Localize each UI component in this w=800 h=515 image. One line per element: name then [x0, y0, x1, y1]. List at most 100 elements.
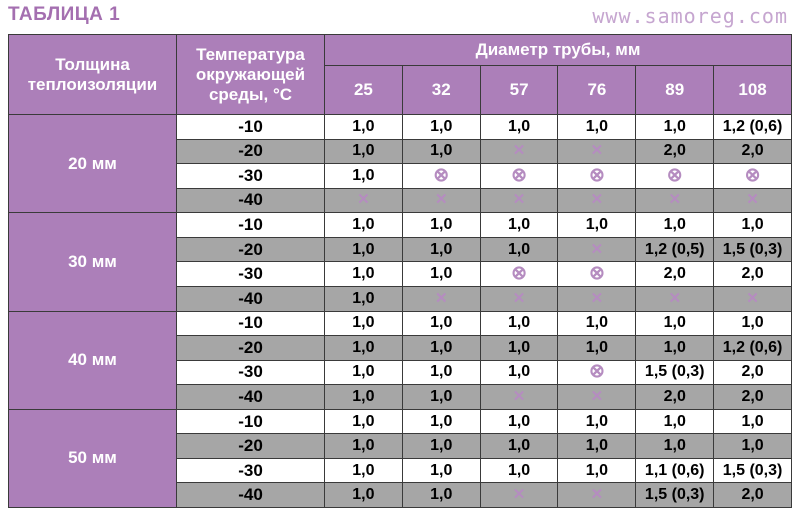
not-allowed-cell: ⊗ — [557, 359, 637, 386]
value-cell: 1,0 — [479, 457, 559, 484]
value-cell: 2,0 — [713, 261, 792, 287]
temperature-cell: -30 — [176, 359, 325, 386]
circled-cross-icon: ⊗ — [511, 263, 528, 285]
value-cell: 1,0 — [324, 384, 403, 410]
temperature-cell: -10 — [176, 114, 325, 140]
not-allowed-cell: ✕ — [324, 187, 403, 214]
value-cell: 1,0 — [324, 138, 403, 165]
value-cell: 1,0 — [557, 457, 637, 484]
value-cell: 2,0 — [713, 482, 792, 508]
thickness-cell: 40 мм — [8, 310, 177, 410]
value-cell: 1,0 — [324, 163, 403, 189]
not-allowed-cell: ⊗ — [479, 163, 559, 189]
value-cell: 1,0 — [479, 335, 559, 361]
site-watermark: www.samoreg.com — [592, 4, 788, 28]
value-cell: 2,0 — [635, 384, 715, 410]
not-allowed-cell: ✕ — [557, 384, 637, 410]
value-cell: 1,0 — [635, 433, 715, 459]
circled-cross-icon: ⊗ — [666, 164, 683, 186]
value-cell: 1,0 — [479, 236, 559, 263]
not-allowed-cell: ⊗ — [635, 163, 715, 189]
value-cell: 1,0 — [479, 212, 559, 238]
not-allowed-cell: ✕ — [479, 482, 559, 508]
value-cell: 2,0 — [713, 138, 792, 165]
value-cell: 1,0 — [401, 482, 481, 508]
thickness-cell: 30 мм — [8, 212, 177, 312]
circled-cross-icon: ⊗ — [433, 164, 450, 186]
not-allowed-cell: ✕ — [479, 187, 559, 214]
cross-icon: ✕ — [512, 191, 526, 209]
diameter-col-header: 76 — [557, 65, 637, 115]
not-allowed-cell: ✕ — [479, 138, 559, 165]
cross-icon: ✕ — [434, 191, 448, 209]
temperature-cell: -40 — [176, 384, 325, 410]
temperature-cell: -10 — [176, 310, 325, 337]
value-cell: 1,0 — [324, 482, 403, 508]
table-row: -30 1,0 ⊗ ⊗ ⊗ ⊗ ⊗ — [9, 163, 792, 189]
value-cell: 1,0 — [324, 310, 403, 337]
temperature-cell: -20 — [176, 335, 325, 361]
value-cell: 2,0 — [713, 384, 792, 410]
value-cell: 1,1 (0,6) — [635, 457, 715, 484]
value-cell: 1,0 — [401, 359, 481, 386]
cross-icon: ✕ — [512, 142, 526, 160]
temperature-cell: -40 — [176, 187, 325, 214]
value-cell: 1,0 — [713, 433, 792, 459]
value-cell: 1,0 — [557, 310, 637, 337]
not-allowed-cell: ✕ — [557, 187, 637, 214]
value-cell: 1,0 — [401, 212, 481, 238]
cross-icon: ✕ — [357, 191, 370, 209]
value-cell: 1,0 — [557, 212, 637, 238]
value-cell: 2,0 — [635, 261, 715, 287]
value-cell: 1,0 — [635, 114, 715, 140]
cross-icon: ✕ — [512, 289, 526, 307]
table-row: -40 1,0 ✕ ✕ ✕ ✕ ✕ — [9, 285, 792, 312]
thickness-header: Толщина теплоизоляции — [8, 34, 177, 115]
value-cell: 1,0 — [401, 457, 481, 484]
table-row: 30 мм -10 1,0 1,0 1,0 1,0 1,0 1,0 — [8, 212, 792, 312]
not-allowed-cell: ✕ — [557, 236, 637, 263]
value-cell: 1,2 (0,6) — [713, 114, 792, 140]
not-allowed-cell: ✕ — [401, 285, 481, 312]
circled-cross-icon: ⊗ — [588, 361, 605, 383]
circled-cross-icon: ⊗ — [511, 164, 528, 186]
temperature-cell: -40 — [176, 285, 325, 312]
temperature-cell: -10 — [176, 408, 325, 435]
value-cell: 1,0 — [324, 212, 403, 238]
cross-icon: ✕ — [590, 191, 604, 209]
value-cell: 1,0 — [401, 261, 481, 287]
not-allowed-cell: ⊗ — [401, 163, 481, 189]
not-allowed-cell: ✕ — [479, 384, 559, 410]
value-cell: 1,5 (0,3) — [635, 359, 715, 386]
value-cell: 1,0 — [479, 310, 559, 337]
not-allowed-cell: ✕ — [479, 285, 559, 312]
not-allowed-cell: ⊗ — [557, 261, 637, 287]
table-row: -20 1,0 1,0 1,0 1,0 1,0 1,0 — [9, 433, 792, 459]
temperature-cell: -30 — [176, 261, 325, 287]
value-cell: 1,0 — [557, 335, 637, 361]
value-cell: 1,0 — [635, 335, 715, 361]
not-allowed-cell: ⊗ — [479, 261, 559, 287]
cross-icon: ✕ — [668, 289, 682, 307]
temperature-header: Температура окружающей среды, °С — [176, 34, 325, 115]
table-row: -40 1,0 1,0 ✕ ✕ 1,5 (0,3) 2,0 — [9, 482, 792, 508]
value-cell: 1,5 (0,3) — [713, 457, 792, 484]
value-cell: 1,0 — [479, 114, 559, 140]
value-cell: 1,0 — [635, 310, 715, 337]
not-allowed-cell: ✕ — [713, 187, 792, 214]
value-cell: 1,0 — [324, 261, 403, 287]
cross-icon: ✕ — [590, 387, 604, 405]
not-allowed-cell: ✕ — [557, 482, 637, 508]
table-row: -20 1,0 1,0 1,0 ✕ 1,2 (0,5) 1,5 (0,3) — [9, 236, 792, 263]
table-row: -20 1,0 1,0 1,0 1,0 1,0 1,2 (0,6) — [9, 335, 792, 361]
not-allowed-cell: ✕ — [557, 138, 637, 165]
circled-cross-icon: ⊗ — [744, 164, 761, 186]
cross-icon: ✕ — [746, 289, 759, 307]
value-cell: 1,0 — [713, 310, 792, 337]
diameter-header: Диаметр трубы, мм — [324, 34, 792, 66]
value-cell: 1,0 — [324, 359, 403, 386]
cross-icon: ✕ — [590, 486, 604, 504]
table-row: -40 1,0 1,0 ✕ ✕ 2,0 2,0 — [9, 384, 792, 410]
cross-icon: ✕ — [590, 240, 604, 258]
value-cell: 1,0 — [401, 138, 481, 165]
